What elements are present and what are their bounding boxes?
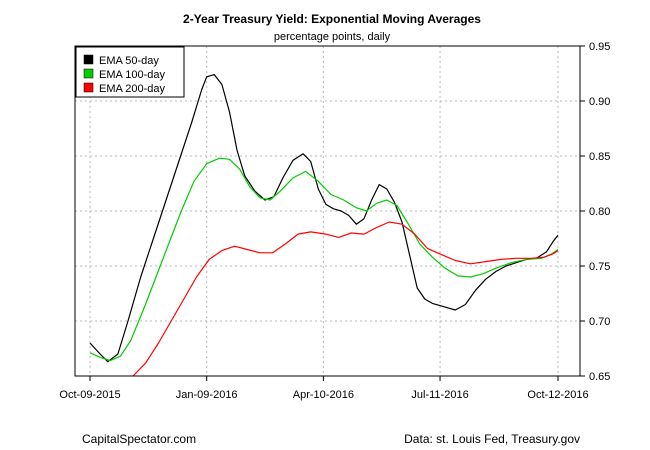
y-tick-label: 0.70: [589, 316, 610, 328]
series-line-ema-100-day: [89, 157, 559, 362]
y-tick-label: 0.65: [589, 371, 610, 383]
chart-subtitle: percentage points, daily: [274, 31, 391, 43]
x-tick-label: Apr-10-2016: [293, 389, 354, 401]
series-line-ema-200-day: [132, 221, 559, 377]
chart-title: 2-Year Treasury Yield: Exponential Movin…: [183, 12, 481, 26]
y-tick-label: 0.80: [589, 206, 610, 218]
legend-entry: EMA 50-day: [99, 55, 159, 67]
legend: EMA 50-day EMA 100-day EMA 200-day: [75, 46, 185, 98]
y-tick-label: 0.85: [589, 151, 610, 163]
y-tick-label: 0.95: [589, 41, 610, 53]
legend-box: [75, 46, 185, 98]
x-tick-label: Jul-11-2016: [411, 389, 468, 401]
x-tick-label: Oct-09-2015: [59, 389, 120, 401]
y-tick-label: 0.75: [589, 261, 610, 273]
legend-entry: EMA 100-day: [99, 69, 166, 81]
legend-swatch: [83, 82, 94, 93]
y-tick-label: 0.90: [589, 96, 610, 108]
x-tick-label: Oct-12-2016: [527, 389, 588, 401]
footer-source-site: CapitalSpectator.com: [82, 432, 196, 446]
legend-swatch: [83, 54, 94, 65]
footer-data-source: Data: st. Louis Fed, Treasury.gov: [404, 432, 580, 446]
x-tick-label: Jan-09-2016: [176, 389, 238, 401]
y-axis: 0.65 0.70 0.75 0.80 0.85 0.90 0.95: [580, 41, 610, 383]
series-lines: [89, 73, 559, 377]
legend-swatch: [83, 68, 94, 79]
x-axis: Oct-09-2015 Jan-09-2016 Apr-10-2016 Jul-11-…: [59, 376, 589, 401]
legend-entry: EMA 200-day: [99, 83, 166, 95]
series-line-ema-50-day: [89, 73, 559, 363]
